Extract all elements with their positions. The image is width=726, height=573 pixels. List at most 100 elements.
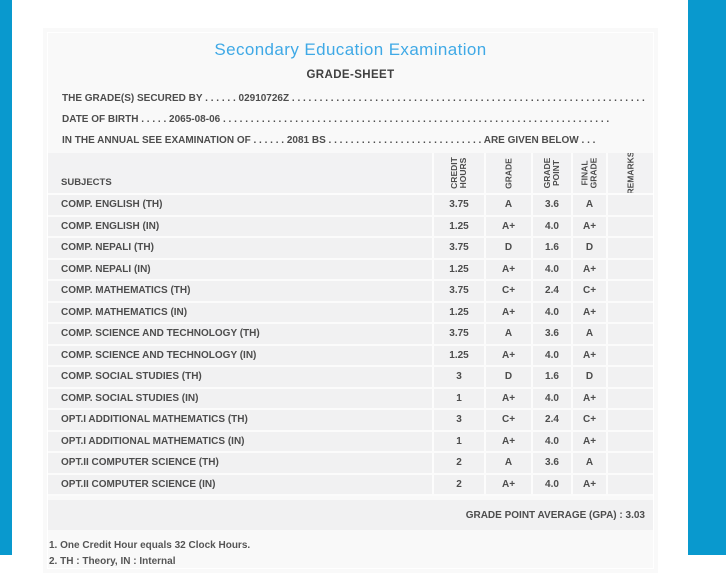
credit-hours-cell: 2	[432, 453, 484, 473]
final-grade-cell: A+	[571, 388, 606, 408]
final-grade-cell: C+	[571, 410, 606, 430]
final-grade-cell: A	[571, 195, 606, 215]
final-grade-cell: A+	[571, 474, 606, 494]
subject-cell: OPT.I ADDITIONAL MATHEMATICS (TH)	[61, 414, 248, 426]
grade-point-cell: 4.0	[531, 302, 571, 322]
column-header-grade: GRADE	[484, 153, 531, 193]
subject-cell: COMP. NEPALI (TH)	[61, 242, 154, 254]
table-body: COMP. ENGLISH (TH) 3.75 A 3.6 A COMP. EN…	[48, 195, 653, 496]
subject-cell: COMP. ENGLISH (TH)	[61, 199, 163, 211]
table-row: COMP. MATHEMATICS (IN) 1.25 A+ 4.0 A+	[48, 302, 653, 324]
column-header-final-grade: FINAL GRADE	[571, 153, 606, 193]
date-of-birth-line: DATE OF BIRTH . . . . . 2065-08-06 . . .…	[62, 114, 610, 125]
table-row: COMP. SOCIAL STUDIES (TH) 3 D 1.6 D	[48, 367, 653, 389]
right-border-strip	[688, 0, 726, 555]
credit-hours-cell: 3.75	[432, 281, 484, 301]
footnotes-block: 1. One Credit Hour equals 32 Clock Hours…	[48, 538, 653, 568]
credit-hours-cell: 3.75	[432, 238, 484, 258]
grade-point-cell: 4.0	[531, 345, 571, 365]
column-header-subjects: SUBJECTS	[61, 177, 112, 188]
credit-hours-cell: 1.25	[432, 302, 484, 322]
grade-point-cell: 3.6	[531, 453, 571, 473]
remarks-cell	[606, 216, 653, 236]
remarks-cell	[606, 388, 653, 408]
grade-cell: A	[484, 195, 531, 215]
grade-sheet-inner-frame: Secondary Education Examination GRADE-SH…	[47, 32, 654, 569]
grade-point-cell: 3.6	[531, 324, 571, 344]
gpa-row: GRADE POINT AVERAGE (GPA) : 3.03	[48, 500, 653, 530]
student-info-block: THE GRADE(S) SECURED BY . . . . . . 0291…	[48, 88, 653, 151]
column-header-credit-hours: CREDIT HOURS	[432, 153, 484, 193]
final-grade-rotated-label: FINAL GRADE	[579, 157, 599, 189]
grade-point-cell: 4.0	[531, 259, 571, 279]
table-row: COMP. NEPALI (IN) 1.25 A+ 4.0 A+	[48, 259, 653, 281]
final-grade-cell: A+	[571, 259, 606, 279]
credit-hours-cell: 1	[432, 388, 484, 408]
subject-cell: COMP. ENGLISH (IN)	[61, 220, 160, 232]
footnote-credit-hours: 1. One Credit Hour equals 32 Clock Hours…	[49, 540, 251, 551]
final-grade-cell: A+	[571, 302, 606, 322]
grade-point-cell: 4.0	[531, 474, 571, 494]
credit-hours-cell: 1.25	[432, 259, 484, 279]
table-row: COMP. ENGLISH (TH) 3.75 A 3.6 A	[48, 195, 653, 217]
credit-hours-cell: 3.75	[432, 195, 484, 215]
grade-cell: A+	[484, 345, 531, 365]
credit-hours-cell: 3	[432, 367, 484, 387]
grade-cell: A+	[484, 474, 531, 494]
remarks-cell	[606, 195, 653, 215]
grade-point-cell: 2.4	[531, 410, 571, 430]
grade-cell: A+	[484, 388, 531, 408]
table-row: COMP. SCIENCE AND TECHNOLOGY (TH) 3.75 A…	[48, 324, 653, 346]
grade-sheet-subtitle: GRADE-SHEET	[306, 69, 395, 81]
gpa-value-line: GRADE POINT AVERAGE (GPA) : 3.03	[465, 509, 645, 521]
grade-cell: A+	[484, 302, 531, 322]
subject-cell: COMP. SOCIAL STUDIES (IN)	[61, 392, 199, 404]
exam-year-line: IN THE ANNUAL SEE EXAMINATION OF . . . .…	[62, 135, 596, 146]
left-border-strip	[0, 0, 12, 555]
credit-hours-rotated-label: CREDIT HOURS	[449, 157, 468, 189]
final-grade-cell: A+	[571, 345, 606, 365]
remarks-cell	[606, 431, 653, 451]
final-grade-cell: D	[571, 238, 606, 258]
final-grade-cell: A	[571, 324, 606, 344]
student-id-line: THE GRADE(S) SECURED BY . . . . . . 0291…	[62, 93, 645, 104]
table-row: COMP. SOCIAL STUDIES (IN) 1 A+ 4.0 A+	[48, 388, 653, 410]
grade-cell: A+	[484, 431, 531, 451]
grade-cell: D	[484, 367, 531, 387]
table-row: COMP. SCIENCE AND TECHNOLOGY (IN) 1.25 A…	[48, 345, 653, 367]
final-grade-cell: A+	[571, 216, 606, 236]
remarks-cell	[606, 345, 653, 365]
credit-hours-cell: 1	[432, 431, 484, 451]
subject-cell: COMP. SOCIAL STUDIES (TH)	[61, 371, 202, 383]
remarks-cell	[606, 410, 653, 430]
table-row: OPT.I ADDITIONAL MATHEMATICS (TH) 3 C+ 2…	[48, 410, 653, 432]
grade-point-cell: 4.0	[531, 216, 571, 236]
final-grade-cell: A	[571, 453, 606, 473]
grade-cell: A+	[484, 216, 531, 236]
grade-cell: A+	[484, 259, 531, 279]
final-grade-cell: C+	[571, 281, 606, 301]
grade-point-cell: 3.6	[531, 195, 571, 215]
grade-rotated-label: GRADE	[503, 157, 513, 189]
grade-cell: C+	[484, 281, 531, 301]
remarks-cell	[606, 324, 653, 344]
remarks-cell	[606, 281, 653, 301]
remarks-cell	[606, 238, 653, 258]
grade-cell: C+	[484, 410, 531, 430]
remarks-cell	[606, 474, 653, 494]
subject-cell: COMP. SCIENCE AND TECHNOLOGY (TH)	[61, 328, 260, 340]
credit-hours-cell: 1.25	[432, 345, 484, 365]
grade-point-cell: 2.4	[531, 281, 571, 301]
grade-sheet-page: Secondary Education Examination GRADE-SH…	[43, 28, 658, 573]
subject-cell: COMP. MATHEMATICS (TH)	[61, 285, 191, 297]
remarks-cell	[606, 259, 653, 279]
subject-cell: OPT.II COMPUTER SCIENCE (TH)	[61, 457, 219, 469]
credit-hours-cell: 3	[432, 410, 484, 430]
credit-hours-cell: 1.25	[432, 216, 484, 236]
page-title: Secondary Education Examination	[214, 40, 487, 59]
grade-point-cell: 4.0	[531, 431, 571, 451]
final-grade-cell: D	[571, 367, 606, 387]
table-header-row: SUBJECTS CREDIT HOURS GRADE GRADE POINT …	[48, 153, 653, 195]
grade-cell: D	[484, 238, 531, 258]
table-row: OPT.I ADDITIONAL MATHEMATICS (IN) 1 A+ 4…	[48, 431, 653, 453]
